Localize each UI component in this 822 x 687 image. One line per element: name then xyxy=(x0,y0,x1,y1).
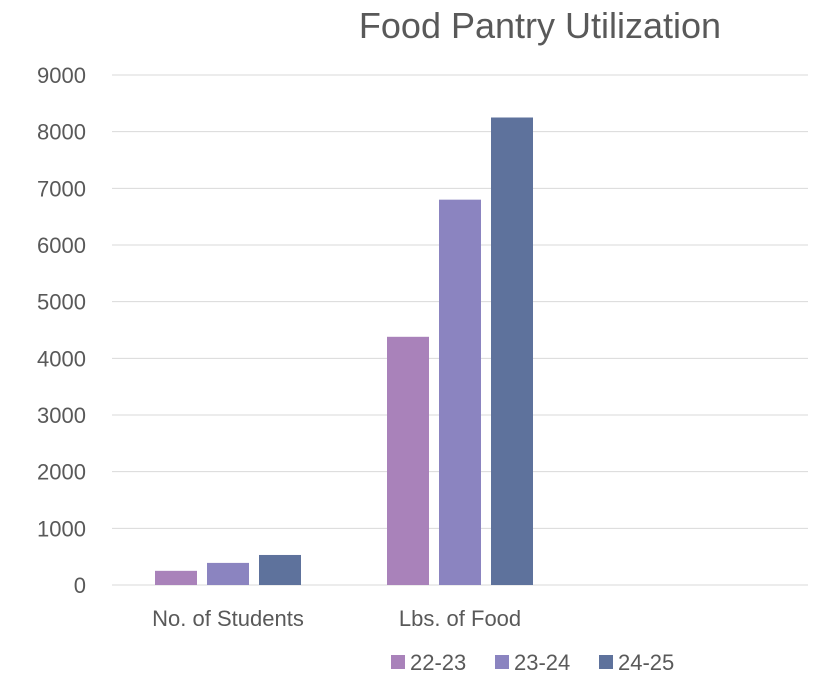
x-axis-labels: No. of Students Lbs. of Food xyxy=(152,606,521,631)
legend-label: 22-23 xyxy=(410,650,466,675)
y-tick-label: 6000 xyxy=(37,233,86,258)
legend-swatch xyxy=(599,655,613,669)
bar-22-23-lbs-of-food xyxy=(387,336,429,585)
legend: 22-23 23-24 24-25 xyxy=(391,650,674,675)
bars xyxy=(155,117,533,585)
y-tick-label: 4000 xyxy=(37,346,86,371)
y-tick-label: 2000 xyxy=(37,460,86,485)
y-tick-label: 9000 xyxy=(37,63,86,88)
legend-label: 23-24 xyxy=(514,650,570,675)
y-tick-label: 7000 xyxy=(37,176,86,201)
bar-23-24-no-of-students xyxy=(207,562,249,585)
bar-24-25-lbs-of-food xyxy=(491,117,533,585)
bar-22-23-no-of-students xyxy=(155,570,197,585)
y-axis-ticks: 0 1000 2000 3000 4000 5000 6000 7000 8000 9000 xyxy=(37,63,86,598)
bar-23-24-lbs-of-food xyxy=(439,199,481,585)
chart-title: Food Pantry Utilization xyxy=(359,5,721,46)
y-tick-label: 8000 xyxy=(37,120,86,145)
y-tick-label: 0 xyxy=(74,573,86,598)
y-tick-label: 3000 xyxy=(37,403,86,428)
y-tick-label: 1000 xyxy=(37,516,86,541)
x-tick-label: No. of Students xyxy=(152,606,304,631)
legend-label: 24-25 xyxy=(618,650,674,675)
y-tick-label: 5000 xyxy=(37,290,86,315)
legend-swatch xyxy=(495,655,509,669)
bar-24-25-no-of-students xyxy=(259,554,301,585)
x-tick-label: Lbs. of Food xyxy=(399,606,521,631)
legend-swatch xyxy=(391,655,405,669)
